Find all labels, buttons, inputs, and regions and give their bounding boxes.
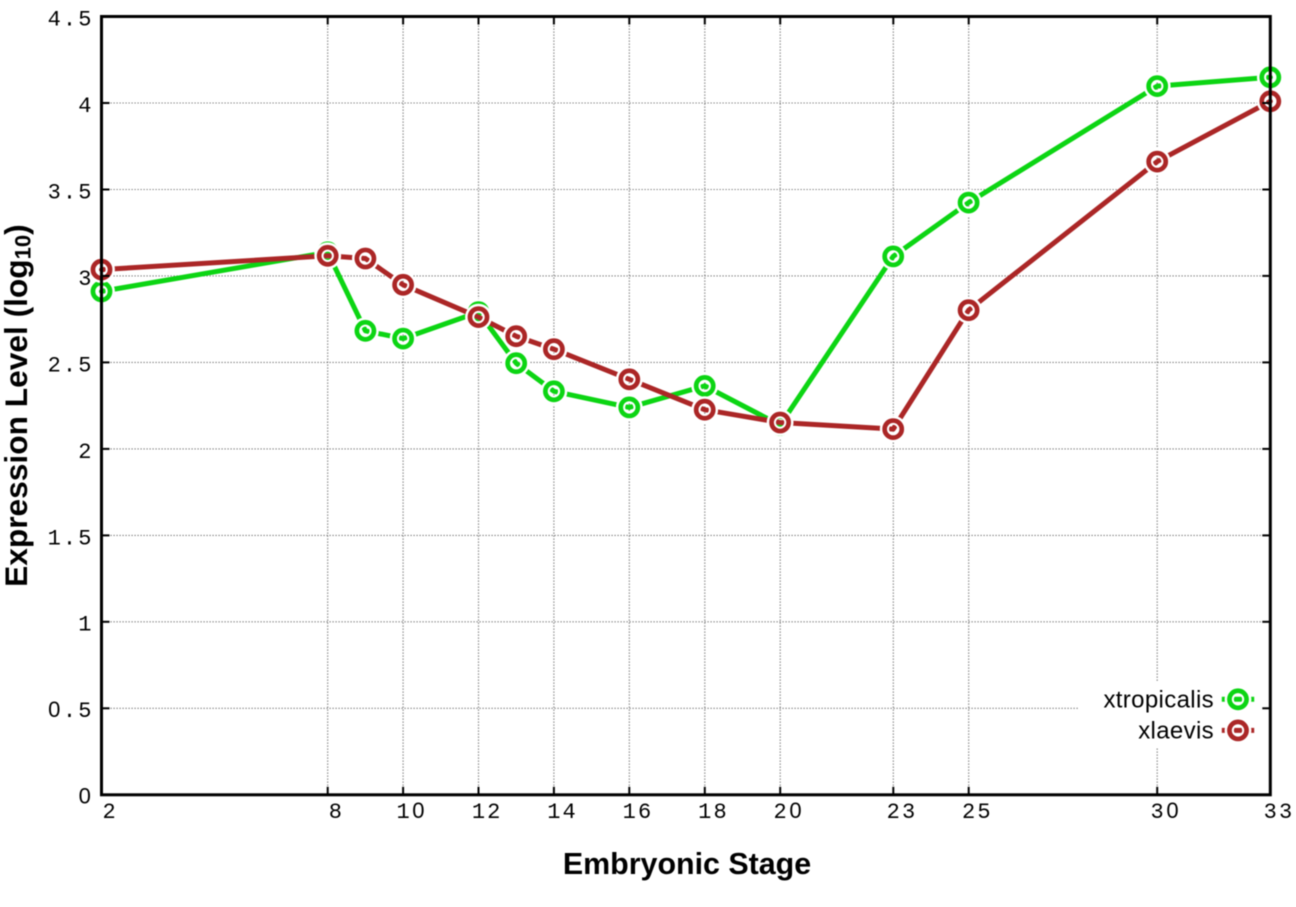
svg-text:5: 5 [78, 353, 91, 378]
svg-text:4: 4 [78, 94, 91, 119]
svg-text:8: 8 [713, 800, 726, 825]
svg-text:2: 2 [962, 800, 975, 825]
svg-text:4: 4 [563, 800, 576, 825]
svg-text:0: 0 [412, 798, 424, 823]
svg-text:.: . [63, 353, 76, 378]
svg-text:2: 2 [887, 800, 900, 825]
svg-text:xlaevis: xlaevis [1138, 718, 1214, 745]
svg-text:0: 0 [48, 697, 60, 722]
svg-text:1: 1 [547, 800, 560, 825]
svg-text:3: 3 [1264, 800, 1277, 825]
svg-text:5: 5 [78, 699, 91, 724]
svg-text:2: 2 [102, 800, 115, 825]
svg-text:5: 5 [78, 526, 91, 551]
svg-text:.: . [63, 526, 76, 551]
svg-text:1: 1 [698, 800, 711, 825]
svg-text:1: 1 [48, 526, 61, 551]
svg-text:.: . [63, 699, 76, 724]
svg-text:2: 2 [78, 440, 91, 465]
svg-text:3: 3 [1279, 800, 1292, 825]
svg-text:2: 2 [487, 800, 500, 825]
svg-text:xtropicalis: xtropicalis [1103, 687, 1214, 714]
svg-text:6: 6 [638, 800, 651, 825]
svg-text:1: 1 [623, 800, 636, 825]
svg-text:0: 0 [79, 784, 91, 809]
svg-text:Embryonic Stage: Embryonic Stage [563, 847, 811, 881]
svg-text:8: 8 [329, 800, 342, 825]
svg-text:Expression Level (log10): Expression Level (log10) [0, 224, 36, 587]
svg-text:1: 1 [472, 800, 485, 825]
svg-text:5: 5 [977, 800, 990, 825]
svg-text:3: 3 [902, 800, 915, 825]
svg-text:0: 0 [789, 798, 801, 823]
svg-text:3: 3 [1151, 800, 1164, 825]
svg-text:.: . [63, 180, 76, 205]
svg-text:1: 1 [396, 800, 409, 825]
svg-text:3: 3 [78, 267, 91, 292]
svg-text:4: 4 [48, 7, 61, 32]
svg-text:.: . [63, 7, 76, 32]
svg-text:0: 0 [1166, 798, 1178, 823]
svg-text:5: 5 [78, 180, 91, 205]
svg-text:3: 3 [48, 180, 61, 205]
svg-text:1: 1 [78, 613, 91, 638]
svg-text:5: 5 [78, 7, 91, 32]
svg-text:2: 2 [48, 353, 61, 378]
svg-text:2: 2 [774, 800, 787, 825]
